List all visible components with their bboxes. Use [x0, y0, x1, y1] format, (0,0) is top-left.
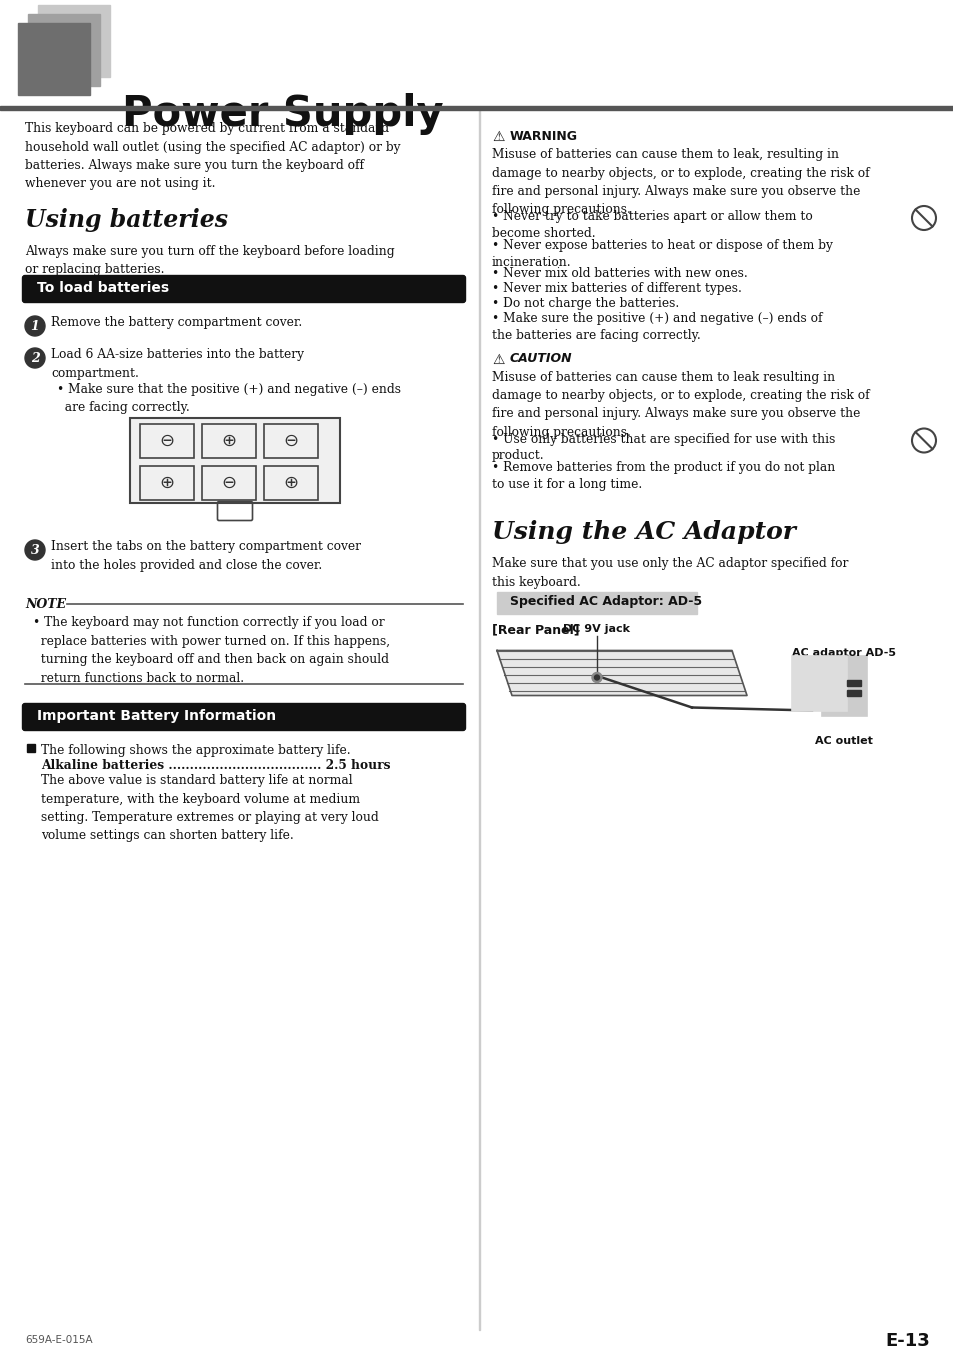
Text: 2: 2	[30, 352, 39, 364]
Circle shape	[25, 315, 45, 336]
Text: • Make sure that the positive (+) and negative (–) ends
  are facing correctly.: • Make sure that the positive (+) and ne…	[57, 383, 400, 414]
Text: ⚠: ⚠	[492, 352, 504, 367]
Circle shape	[25, 541, 45, 559]
Text: To load batteries: To load batteries	[37, 280, 169, 295]
Text: Specified AC Adaptor: AD-5: Specified AC Adaptor: AD-5	[510, 594, 701, 608]
Text: Misuse of batteries can cause them to leak, resulting in
damage to nearby object: Misuse of batteries can cause them to le…	[492, 148, 869, 217]
Bar	[130, 418, 339, 503]
Text: E-13: E-13	[884, 1332, 929, 1348]
Text: • Use only batteries that are specified for use with this
product.: • Use only batteries that are specified …	[492, 433, 835, 462]
Bar	[202, 466, 255, 500]
Text: • The keyboard may not function correctly if you load or
  replace batteries wit: • The keyboard may not function correctl…	[33, 616, 390, 685]
Polygon shape	[497, 651, 746, 696]
Text: The above value is standard battery life at normal
temperature, with the keyboar: The above value is standard battery life…	[41, 774, 378, 842]
Text: • Never mix old batteries with new ones.: • Never mix old batteries with new ones.	[492, 267, 747, 280]
Text: • Do not charge the batteries.: • Do not charge the batteries.	[492, 297, 679, 310]
Bar	[140, 466, 193, 500]
Bar	[497, 592, 697, 613]
Text: WARNING: WARNING	[510, 129, 578, 143]
Text: ⊖: ⊖	[283, 431, 298, 450]
Text: Always make sure you turn off the keyboard before loading
or replacing batteries: Always make sure you turn off the keyboa…	[25, 245, 395, 276]
FancyBboxPatch shape	[23, 275, 465, 302]
Text: ⊖: ⊖	[221, 474, 236, 492]
Text: This keyboard can be powered by current from a standard
household wall outlet (u: This keyboard can be powered by current …	[25, 123, 400, 190]
Bar	[478, 111, 479, 1330]
Bar	[202, 425, 255, 458]
Bar	[27, 744, 35, 752]
Text: • Never mix batteries of different types.: • Never mix batteries of different types…	[492, 282, 741, 295]
Text: Make sure that you use only the AC adaptor specified for
this keyboard.: Make sure that you use only the AC adapt…	[492, 558, 847, 589]
Circle shape	[592, 673, 601, 682]
Bar	[846, 689, 861, 696]
Bar	[264, 425, 317, 458]
Text: 659A-E-015A: 659A-E-015A	[25, 1335, 92, 1345]
Text: ⚠: ⚠	[492, 129, 504, 144]
Circle shape	[594, 675, 598, 679]
Bar	[0, 106, 953, 111]
Bar	[18, 23, 90, 94]
Text: [Rear Panel]: [Rear Panel]	[492, 624, 579, 636]
Text: AC adaptor AD-5: AC adaptor AD-5	[791, 647, 895, 658]
Text: Insert the tabs on the battery compartment cover
into the holes provided and clo: Insert the tabs on the battery compartme…	[51, 541, 360, 572]
Circle shape	[25, 348, 45, 368]
Text: Alkaline batteries .................................... 2.5 hours: Alkaline batteries .....................…	[41, 759, 390, 772]
Bar	[846, 679, 861, 686]
Text: Using batteries: Using batteries	[25, 208, 228, 232]
Text: ⊕: ⊕	[283, 474, 298, 492]
Text: NOTE: NOTE	[25, 599, 66, 611]
Bar	[38, 5, 110, 77]
Text: Power Supply: Power Supply	[122, 93, 443, 135]
Text: • Never expose batteries to heat or dispose of them by
incineration.: • Never expose batteries to heat or disp…	[492, 239, 832, 268]
Text: 3: 3	[30, 543, 39, 557]
Text: • Remove batteries from the product if you do not plan
to use it for a long time: • Remove batteries from the product if y…	[492, 461, 835, 491]
Text: AC outlet: AC outlet	[814, 736, 872, 745]
Text: Remove the battery compartment cover.: Remove the battery compartment cover.	[51, 315, 302, 329]
Text: The following shows the approximate battery life.: The following shows the approximate batt…	[41, 744, 351, 758]
Text: Misuse of batteries can cause them to leak resulting in
damage to nearby objects: Misuse of batteries can cause them to le…	[492, 371, 869, 439]
Text: DC 9V jack: DC 9V jack	[563, 624, 630, 634]
Text: Important Battery Information: Important Battery Information	[37, 709, 275, 723]
Text: ⊕: ⊕	[159, 474, 174, 492]
Bar	[821, 655, 866, 716]
Text: ⊕: ⊕	[221, 431, 236, 450]
Text: • Make sure the positive (+) and negative (–) ends of
the batteries are facing c: • Make sure the positive (+) and negativ…	[492, 311, 821, 342]
Bar	[28, 13, 100, 86]
Text: Using the AC Adaptor: Using the AC Adaptor	[492, 519, 795, 543]
Bar	[264, 466, 317, 500]
Text: CAUTION: CAUTION	[510, 352, 572, 365]
Text: ⊖: ⊖	[159, 431, 174, 450]
Bar	[140, 425, 193, 458]
Bar	[791, 655, 846, 710]
FancyBboxPatch shape	[23, 704, 465, 731]
Text: Load 6 AA-size batteries into the battery
compartment.: Load 6 AA-size batteries into the batter…	[51, 348, 304, 380]
Text: • Never try to take batteries apart or allow them to
become shorted.: • Never try to take batteries apart or a…	[492, 210, 812, 240]
Text: 1: 1	[30, 319, 39, 333]
